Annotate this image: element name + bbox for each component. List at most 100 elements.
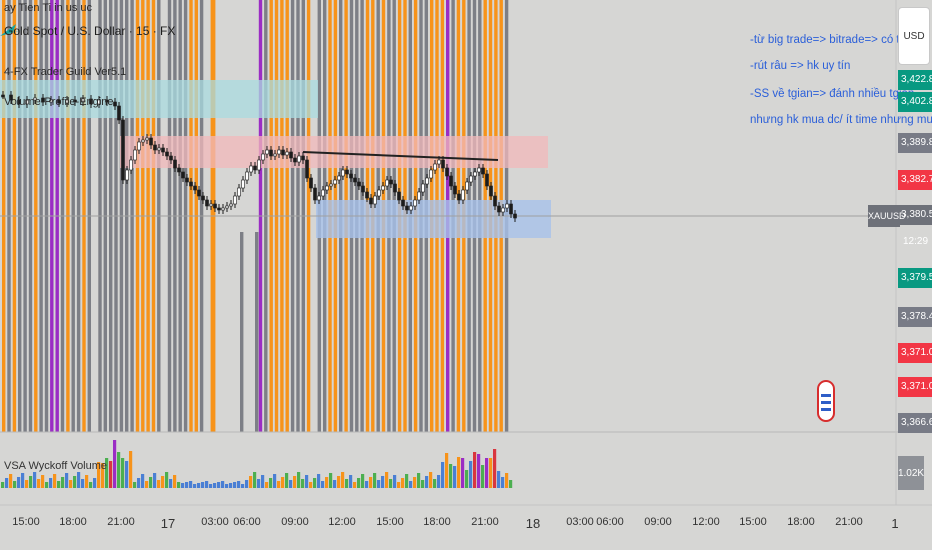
price-tag: 3,422.83 [898, 70, 932, 90]
volume-bar [401, 478, 405, 488]
candle-body [449, 175, 453, 187]
note-line-4: nhưng hk mua dc/ ít time nhưng mua dc [750, 114, 932, 126]
candle-body [269, 149, 273, 157]
volume-bar [485, 458, 489, 488]
candle-body [181, 171, 185, 179]
candle-body [293, 157, 297, 163]
candle-body [485, 173, 489, 187]
candle-body [169, 155, 173, 161]
candle-body [337, 175, 341, 181]
volume-bar [361, 474, 365, 488]
volume-bars-layer [1, 440, 513, 488]
candle-body [305, 159, 309, 179]
candle-body [9, 94, 13, 101]
volume-bar [77, 472, 81, 488]
volume-bar [101, 463, 105, 488]
volume-bar [13, 481, 17, 488]
volume-bar [233, 482, 237, 488]
volume-bar [113, 440, 117, 488]
candle-body [437, 159, 441, 165]
candle-body [457, 193, 461, 201]
teal-arrow-icon [0, 24, 22, 36]
candle-body [349, 173, 353, 179]
candle-body [377, 189, 381, 197]
volume-bar [369, 477, 373, 488]
volume-bar [373, 473, 377, 488]
time-axis-label: 06:00 [596, 516, 624, 528]
volume-bar [29, 476, 33, 488]
time-axis-label: 17 [160, 516, 176, 531]
candle-body [489, 185, 493, 197]
volume-bar [421, 480, 425, 488]
volume-bar [325, 477, 329, 488]
note-line-2: -rút râu => hk uy tín [750, 60, 851, 72]
volume-bar [141, 474, 145, 488]
candle-body [509, 203, 513, 215]
currency-button[interactable]: USD [899, 8, 929, 64]
candle-body [217, 207, 221, 211]
candle-body [81, 98, 85, 103]
volume-bar [257, 479, 261, 488]
volume-bar [53, 474, 57, 488]
candle-body [221, 207, 225, 211]
volume-bar [65, 473, 69, 488]
indicator-legend-1[interactable]: 4-FX Trader Guild Ver5.1 [4, 66, 127, 78]
volume-bar [465, 470, 469, 488]
volume-bar [461, 458, 465, 488]
volume-bar [1, 482, 5, 488]
volume-bar [9, 474, 13, 488]
candle-body [141, 139, 145, 143]
candle-body [185, 177, 189, 183]
note-line-1: -từ big trade=> bitrade=> có test [750, 34, 915, 46]
volume-bar [393, 475, 397, 488]
time-axis-label: 09:00 [644, 516, 672, 528]
supply-zone [120, 136, 548, 168]
volume-bar [389, 479, 393, 488]
candle-body [17, 99, 21, 105]
trend-line [302, 151, 499, 161]
volume-bar [377, 480, 381, 488]
indicator-legend-2[interactable]: Volume-Profile-Engine [4, 96, 114, 108]
volume-bar [437, 475, 441, 488]
volume-bar [433, 479, 437, 488]
volume-bar [153, 473, 157, 488]
volume-bar [413, 477, 417, 488]
time-axis-label: 18:00 [787, 516, 815, 528]
candle-body [297, 155, 301, 163]
time-axis-label: 1 [891, 516, 899, 531]
time-axis-label: 12:00 [692, 516, 720, 528]
candle-body [473, 171, 477, 177]
volume-bar [121, 458, 125, 488]
session-bar [255, 232, 259, 432]
candle-body [481, 167, 485, 175]
volume-bar [385, 472, 389, 488]
price-tag: 3,382.79 [898, 170, 932, 190]
time-axis-label: 15:00 [376, 516, 404, 528]
candle-body [445, 167, 449, 177]
volume-bar [505, 473, 509, 488]
price-tag: 3,378.48 [898, 307, 932, 327]
candle-body [417, 191, 421, 201]
candle-body [233, 195, 237, 205]
candle-body [281, 149, 285, 156]
volume-indicator-title[interactable]: VSA Wyckoff Volume [4, 460, 108, 472]
volume-bar [109, 461, 113, 488]
candle-body [133, 149, 137, 161]
symbol-title[interactable]: Gold Spot / U.S. Dollar · 15 · FX [4, 24, 176, 38]
candle-body [385, 179, 389, 187]
candle-body [333, 179, 337, 185]
volume-bar [161, 476, 165, 488]
price-tag: 3,371.05 [898, 343, 932, 363]
volume-bar [357, 478, 361, 488]
candles-layer [1, 91, 517, 222]
candle-body [165, 151, 169, 157]
us-flag-event-icon[interactable] [817, 380, 835, 422]
volume-bar [177, 482, 181, 488]
volume-bar [309, 482, 313, 488]
volume-bar [165, 472, 169, 488]
time-axis-label: 18:00 [59, 516, 87, 528]
volume-bar [201, 482, 205, 488]
volume-bar [245, 480, 249, 488]
candle-body [317, 195, 321, 201]
